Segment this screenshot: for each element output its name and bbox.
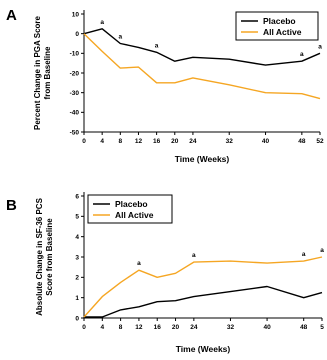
y-tick-label: 1 xyxy=(75,295,79,302)
x-tick-label: 32 xyxy=(227,324,235,331)
x-tick-label: 40 xyxy=(263,324,271,331)
x-tick-label: 52 xyxy=(316,138,324,145)
x-tick-label: 0 xyxy=(82,138,86,145)
panel-letter: A xyxy=(6,7,17,24)
significance-marker: a xyxy=(318,43,322,50)
series-line-all-active xyxy=(83,256,323,318)
x-tick-label: 12 xyxy=(135,138,143,145)
y-tick-label: 0 xyxy=(75,315,79,322)
x-tick-label: 40 xyxy=(262,138,270,145)
y-tick-label: -20 xyxy=(70,70,80,77)
y-tick-label: 0 xyxy=(75,31,79,38)
x-tick-label: 5 xyxy=(320,324,324,331)
y-tick-label: 4 xyxy=(75,234,79,241)
x-tick-label: 20 xyxy=(172,324,180,331)
y-tick-label: 2 xyxy=(75,275,79,282)
series-line-placebo xyxy=(84,285,323,318)
x-tick-label: 24 xyxy=(190,324,198,331)
x-tick-label: 4 xyxy=(100,324,104,331)
x-tick-label: 48 xyxy=(298,138,306,145)
panel-letter: B xyxy=(6,197,17,214)
y-tick-label: -10 xyxy=(70,51,80,58)
y-axis-label-line: Percent Change in PGA Score xyxy=(33,15,42,130)
x-tick-label: 20 xyxy=(171,138,179,145)
legend-label: All Active xyxy=(263,27,302,37)
x-tick-label: 8 xyxy=(119,324,123,331)
x-tick-label: 4 xyxy=(100,138,104,145)
legend-box xyxy=(235,11,319,41)
x-axis-label: Time (Weeks) xyxy=(175,154,230,164)
x-tick-label: 16 xyxy=(154,324,162,331)
legend-label: All Active xyxy=(115,210,154,220)
x-tick-label: 24 xyxy=(189,138,197,145)
panel-a: A 100-10-20-30-40-500 4 8 12 16 20 24 32 40 48 52Ti… xyxy=(6,7,324,164)
y-tick-label: -40 xyxy=(70,110,80,117)
y-tick-label: 6 xyxy=(75,193,79,200)
y-tick-label: -50 xyxy=(70,129,80,136)
y-tick-label: -30 xyxy=(70,90,80,97)
x-tick-label: 48 xyxy=(300,324,308,331)
y-axis-label-line: Absolute Change in SF-36 PCS xyxy=(35,197,44,315)
y-tick-label: 3 xyxy=(75,254,79,261)
legend-label: Placebo xyxy=(115,199,148,209)
x-tick-label: 32 xyxy=(226,138,234,145)
legend-box xyxy=(87,194,173,224)
significance-marker: a xyxy=(302,251,306,258)
significance-marker: a xyxy=(100,19,104,26)
legend-label: Placebo xyxy=(263,16,296,26)
y-axis-label-line: Score from Baseline xyxy=(45,218,54,296)
series-line-placebo xyxy=(83,28,321,66)
x-axis-label: Time (Weeks) xyxy=(176,344,231,354)
significance-marker: a xyxy=(192,252,196,259)
significance-marker: a xyxy=(300,51,304,58)
significance-marker: a xyxy=(118,34,122,41)
y-axis-label-line: from Baseline xyxy=(43,46,52,99)
x-tick-label: 16 xyxy=(153,138,161,145)
x-tick-label: 0 xyxy=(82,324,86,331)
significance-marker: a xyxy=(137,260,141,267)
y-tick-label: 10 xyxy=(72,11,80,18)
y-tick-label: 5 xyxy=(75,214,79,221)
significance-marker: a xyxy=(155,42,159,49)
significance-marker: a xyxy=(320,247,324,254)
series-line-all-active xyxy=(83,33,321,100)
x-tick-label: 8 xyxy=(118,138,122,145)
x-tick-label: 12 xyxy=(135,324,143,331)
